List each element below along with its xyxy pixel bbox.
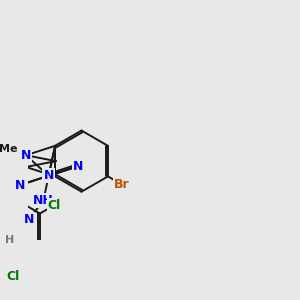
- Text: Me: Me: [0, 144, 17, 154]
- Text: N: N: [21, 149, 31, 162]
- Text: Cl: Cl: [48, 199, 61, 212]
- Text: N: N: [14, 179, 25, 192]
- Text: NH: NH: [33, 194, 54, 207]
- Text: H: H: [5, 235, 14, 245]
- Text: Cl: Cl: [7, 269, 20, 283]
- Text: N: N: [24, 213, 34, 226]
- Text: Br: Br: [114, 178, 129, 191]
- Text: N: N: [44, 169, 54, 182]
- Text: N: N: [73, 160, 83, 173]
